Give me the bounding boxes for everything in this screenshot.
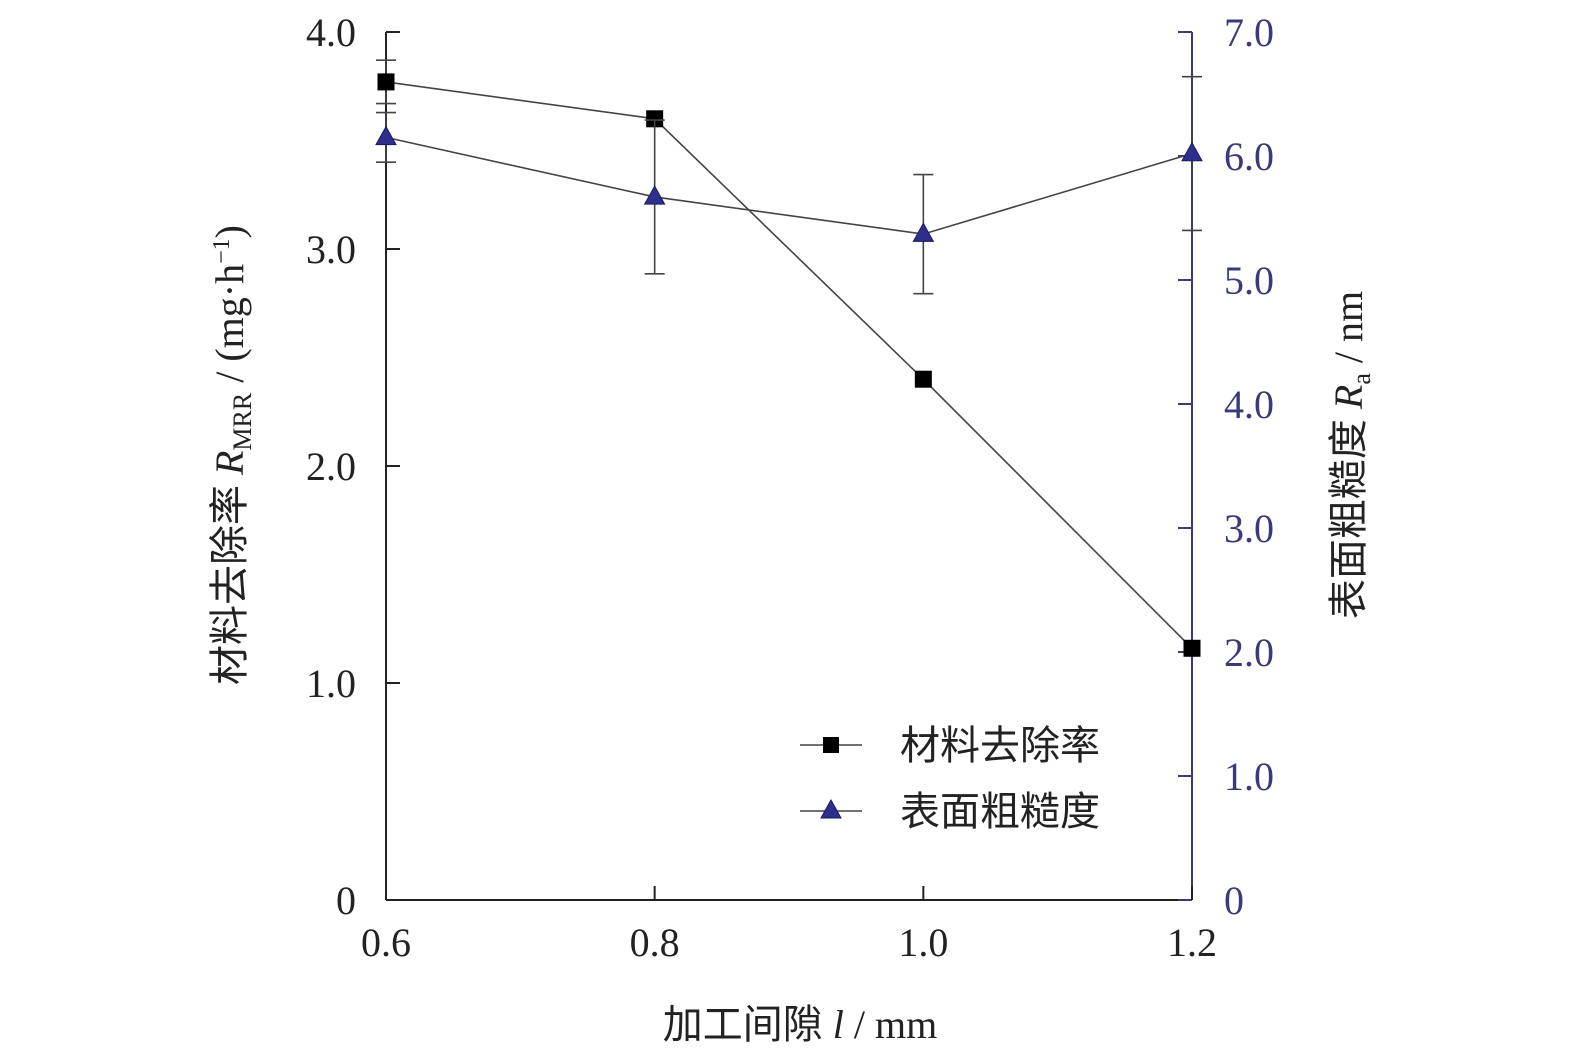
data-point-triangle <box>643 185 666 205</box>
right-y-tick-label: 6.0 <box>1224 134 1274 179</box>
right-y-axis-title: 表面粗糙度 Ra / nm <box>1326 291 1376 619</box>
right-y-tick-label: 1.0 <box>1224 754 1274 799</box>
data-point-triangle <box>375 125 397 146</box>
right-y-tick-label: 3.0 <box>1224 506 1274 551</box>
series-line-2 <box>385 136 1193 235</box>
left-y-tick-label: 2.0 <box>306 444 356 489</box>
series-line-1 <box>385 81 1193 649</box>
axes: 0 1.0 2.0 3.0 4.0 0 1.0 2.0 3.0 4.0 5.0 6.0 7.0 0.6 0.… <box>306 10 1274 965</box>
x-tick-label: 1.2 <box>1167 920 1217 965</box>
data-point-triangle <box>912 222 935 242</box>
right-y-tick-label: 2.0 <box>1224 630 1274 675</box>
x-tick-label: 0.6 <box>361 920 411 965</box>
left-y-tick-label: 4.0 <box>306 10 356 55</box>
series-layer <box>375 59 1203 657</box>
left-y-axis-title: 材料去除率 RMRR / (mg·h−1) <box>207 225 257 685</box>
right-y-tick-label: 7.0 <box>1224 10 1274 55</box>
legend-label: 材料去除率 <box>900 723 1100 768</box>
data-point-square <box>377 73 395 91</box>
legend-marker-triangle <box>820 798 842 819</box>
x-tick-label: 0.8 <box>630 920 680 965</box>
x-axis-title: 加工间隙 l / mm <box>663 1002 937 1047</box>
data-point-triangle <box>1181 141 1203 162</box>
right-y-tick-label: 0 <box>1224 878 1244 923</box>
legend-label: 表面粗糙度 <box>900 789 1100 834</box>
legend-marker-square <box>823 737 839 753</box>
left-y-tick-label: 0 <box>336 878 356 923</box>
axis-titles: 加工间隙 l / mm 材料去除率 RMRR / (mg·h−1) 表面粗糙度 Ra… <box>207 225 1376 1047</box>
left-y-tick-label: 1.0 <box>306 661 356 706</box>
data-point-square <box>914 370 932 388</box>
x-tick-label: 1.0 <box>898 920 948 965</box>
data-point-square <box>1183 639 1201 657</box>
left-y-tick-label: 3.0 <box>306 227 356 272</box>
right-y-tick-label: 4.0 <box>1224 382 1274 427</box>
right-y-tick-label: 5.0 <box>1224 258 1274 303</box>
